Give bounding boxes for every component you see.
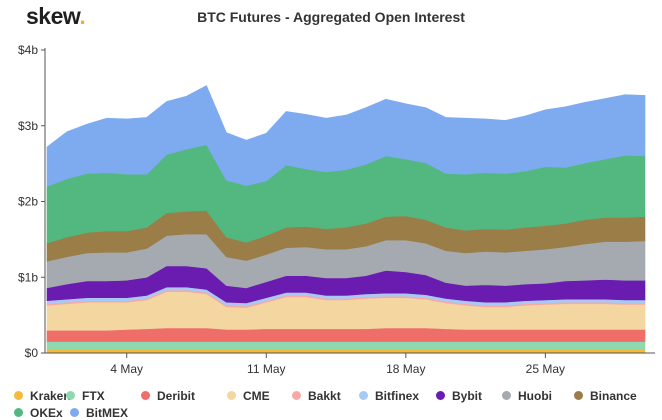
legend-label: Bitfinex	[375, 388, 420, 403]
area-bitmex[interactable]	[46, 85, 646, 187]
legend-item-bitmex[interactable]: BitMEX	[70, 405, 140, 420]
area-series-group	[46, 85, 646, 354]
logo-text: skew	[26, 3, 80, 29]
legend-item-huobi[interactable]: Huobi	[502, 388, 574, 403]
legend-label: Bakkt	[308, 388, 341, 403]
legend-swatch-binance	[574, 391, 583, 400]
legend-label: Huobi	[518, 388, 552, 403]
legend-swatch-deribit	[141, 391, 150, 400]
legend-swatch-huobi	[502, 391, 511, 400]
y-tick-label: $4b	[18, 43, 38, 57]
axes-group: $0 $1b $2b $3b $4b 4 May 11 May 18 May 25 May	[18, 43, 655, 376]
area-kraken[interactable]	[46, 348, 646, 354]
legend-swatch-bitmex	[70, 408, 79, 417]
legend-label: Binance	[590, 388, 637, 403]
area-ftx[interactable]	[46, 341, 646, 350]
legend-label: CME	[243, 388, 270, 403]
open-interest-chart: $0 $1b $2b $3b $4b 4 May 11 May 18 May 25 May	[18, 43, 655, 376]
legend-item-bybit[interactable]: Bybit	[436, 388, 502, 403]
x-tick-label: 25 May	[526, 362, 565, 376]
legend-swatch-kraken	[14, 391, 23, 400]
y-tick-label: $1b	[18, 270, 38, 284]
y-tick-label: $3b	[18, 119, 38, 133]
x-tick-label: 4 May	[110, 362, 143, 376]
legend-item-binance[interactable]: Binance	[574, 388, 637, 403]
legend-label: FTX	[82, 388, 105, 403]
legend-item-cme[interactable]: CME	[227, 388, 292, 403]
chart-legend: Kraken FTX Deribit CME Bakkt Bitfinex Bybit Huo…	[14, 388, 654, 420]
legend-item-bakkt[interactable]: Bakkt	[292, 388, 359, 403]
legend-item-kraken[interactable]: Kraken	[14, 388, 71, 403]
legend-item-okex[interactable]: OKEx	[14, 405, 70, 420]
area-deribit[interactable]	[46, 327, 646, 342]
legend-swatch-bakkt	[292, 391, 301, 400]
legend-swatch-ftx	[66, 391, 75, 400]
legend-label: Deribit	[157, 388, 196, 403]
legend-label: OKEx	[30, 405, 63, 420]
legend-label: Bybit	[452, 388, 482, 403]
legend-item-bitfinex[interactable]: Bitfinex	[359, 388, 436, 403]
skew-logo[interactable]: skew.	[26, 3, 86, 30]
chart-title: BTC Futures - Aggregated Open Interest	[197, 9, 465, 25]
y-tick-label: $0	[25, 346, 39, 360]
logo-dot: .	[79, 3, 86, 29]
legend-swatch-cme	[227, 391, 236, 400]
legend-swatch-okex	[14, 408, 23, 417]
legend-item-ftx[interactable]: FTX	[66, 388, 141, 403]
x-tick-label: 18 May	[386, 362, 425, 376]
legend-item-deribit[interactable]: Deribit	[141, 388, 227, 403]
y-tick-label: $2b	[18, 195, 38, 209]
legend-swatch-bitfinex	[359, 391, 368, 400]
legend-label: Kraken	[30, 388, 71, 403]
legend-label: BitMEX	[86, 405, 128, 420]
legend-swatch-bybit	[436, 391, 445, 400]
x-tick-label: 11 May	[247, 362, 285, 376]
